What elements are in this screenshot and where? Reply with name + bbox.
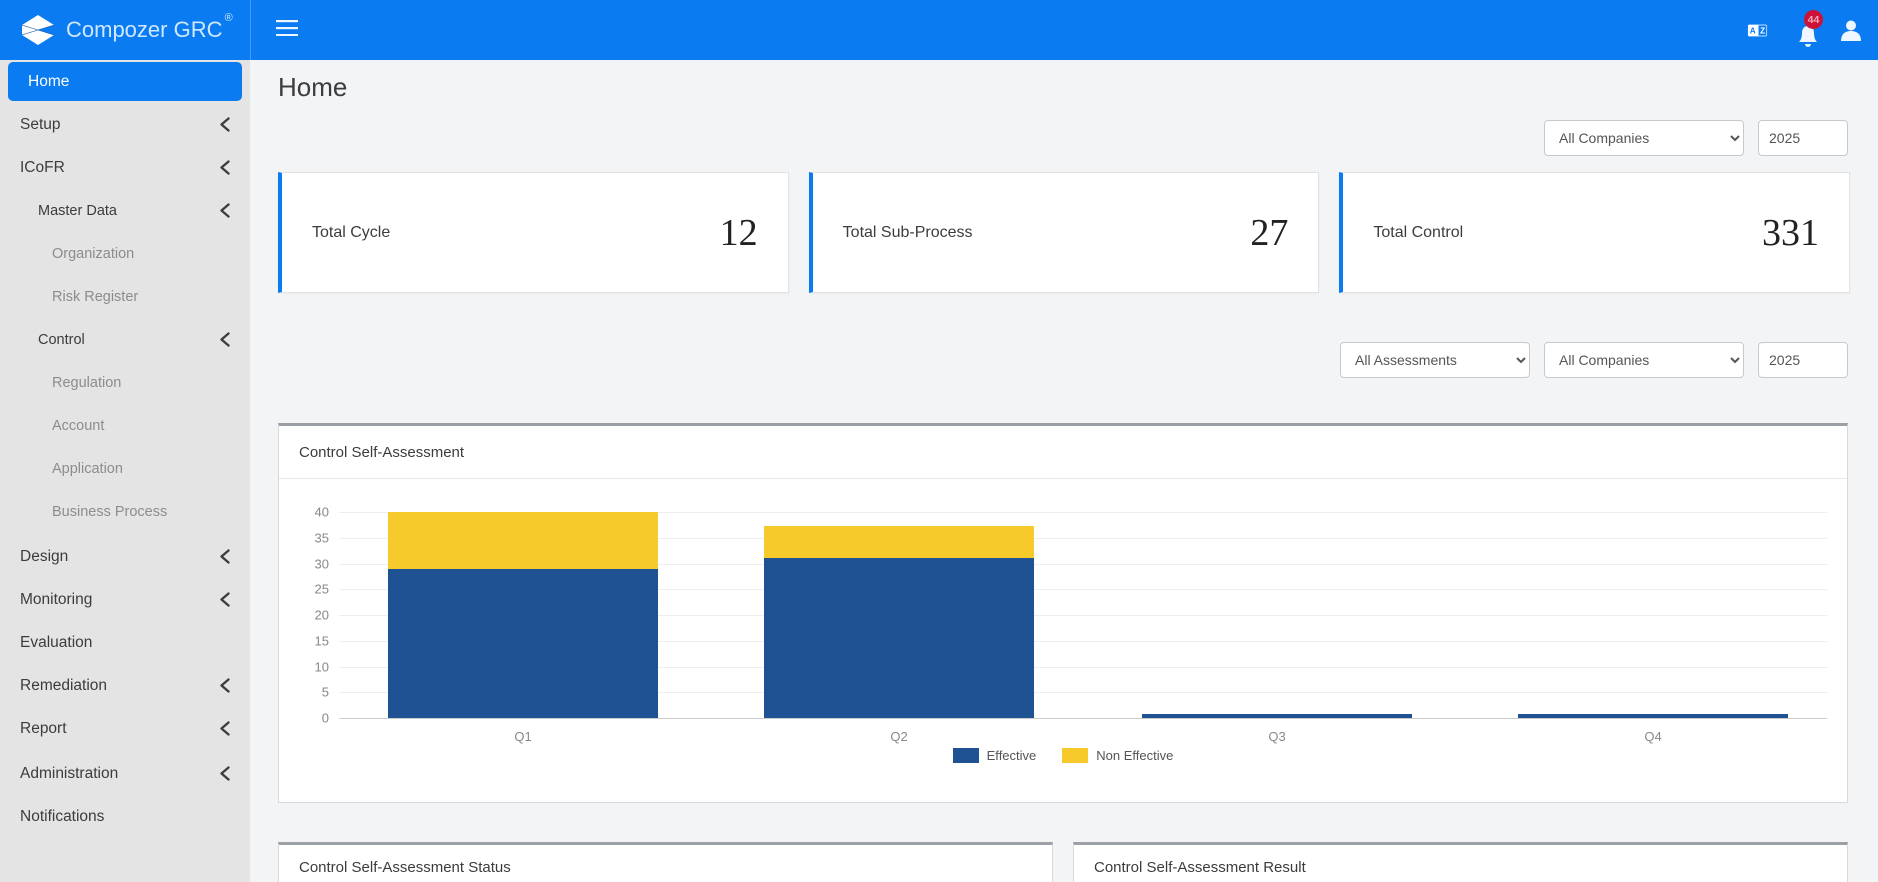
- svg-text:Z: Z: [1760, 26, 1765, 35]
- svg-text:A: A: [1749, 26, 1755, 35]
